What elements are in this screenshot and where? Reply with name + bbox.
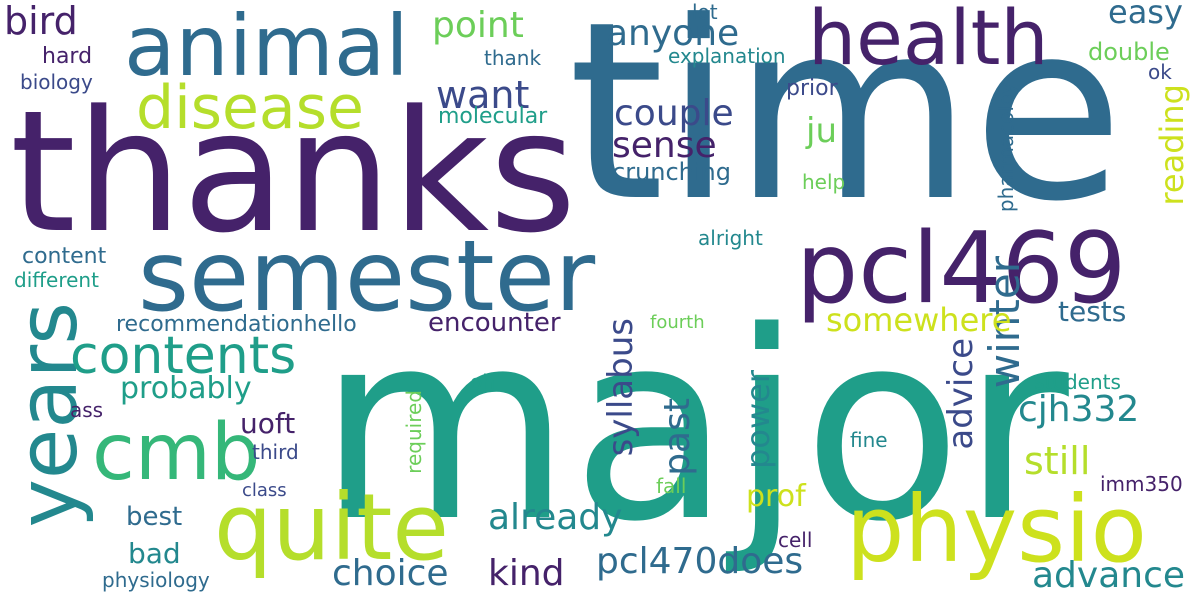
word-power: power — [739, 370, 777, 469]
word-thanks: thanks — [10, 74, 577, 270]
word-kind: kind — [488, 553, 565, 594]
word-pharmacoloy: pharmacoloy — [994, 82, 1018, 213]
word-physio: physio — [846, 476, 1147, 583]
word-probably: probably — [120, 371, 252, 406]
word-fourth: fourth — [650, 312, 705, 333]
word-lot: lot — [692, 0, 718, 24]
word-bird: bird — [4, 0, 78, 43]
word-physiology: physiology — [102, 568, 210, 592]
word-molecular: molecular — [438, 104, 548, 129]
word-advice: advice — [941, 338, 981, 450]
word-bad: bad — [128, 537, 181, 570]
word-different: different — [14, 268, 99, 292]
word-crunching: crunching — [612, 158, 732, 186]
word-choice: choice — [332, 553, 449, 594]
word-time: time — [568, 0, 1124, 256]
word-fine: fine — [850, 428, 888, 452]
word-double: double — [1088, 38, 1170, 66]
word-uoft: uoft — [240, 407, 296, 440]
word-pcl469: pcl469 — [796, 212, 1127, 326]
word-reading: reading — [1153, 84, 1191, 206]
word-still: still — [1024, 439, 1091, 483]
word-encounter: encounter — [428, 308, 561, 338]
word-disease: disease — [136, 73, 364, 143]
word-quite: quite — [214, 474, 449, 581]
word-biology: biology — [20, 70, 93, 94]
word-explanation: explanation — [668, 44, 786, 68]
word-health: health — [808, 0, 1049, 82]
word-class: class — [242, 480, 287, 501]
word-fall: fall — [656, 474, 687, 498]
word-already: already — [488, 497, 623, 538]
word-prof: prof — [746, 479, 806, 514]
word-easy: easy — [1108, 0, 1183, 31]
word-couple: couple — [614, 93, 734, 134]
word-alright: alright — [698, 226, 763, 250]
word-best: best — [126, 502, 183, 532]
word-cmb: cmb — [92, 408, 261, 498]
word-semester: semester — [138, 220, 596, 334]
word-thank: thank — [484, 46, 542, 70]
word-past: past — [657, 398, 698, 476]
word-prior: prior — [786, 76, 838, 101]
word-help: help — [802, 170, 846, 194]
word-tests: tests — [1058, 295, 1127, 328]
word-third: third — [252, 440, 299, 464]
word-animal: animal — [124, 0, 409, 95]
word-ass: ass — [70, 398, 104, 422]
word-advance: advance — [1032, 555, 1186, 596]
word-imm350: imm350 — [1100, 472, 1183, 496]
word-pcl470does: pcl470does — [596, 541, 804, 582]
word-content: content — [22, 244, 107, 269]
word-sense: sense — [612, 125, 717, 166]
word-cell: cell — [778, 528, 813, 552]
word-required: required — [402, 390, 426, 474]
word-somewhere: somewhere — [826, 301, 1012, 339]
word-ju: ju — [806, 111, 837, 151]
word-students: students — [1034, 370, 1121, 394]
word-ok: ok — [1148, 60, 1172, 84]
word-major: major — [318, 277, 1069, 579]
word-syllabus: syllabus — [601, 318, 641, 457]
word-contents: contents — [70, 326, 297, 386]
word-oh: oh — [470, 370, 495, 394]
word-point: point — [432, 5, 524, 46]
word-want: want — [436, 73, 530, 117]
word-recommendationhello: recommendationhello — [116, 312, 357, 337]
word-anyone: anyone — [606, 13, 740, 54]
word-hard: hard — [42, 44, 93, 69]
word-cjh332: cjh332 — [1018, 389, 1140, 430]
